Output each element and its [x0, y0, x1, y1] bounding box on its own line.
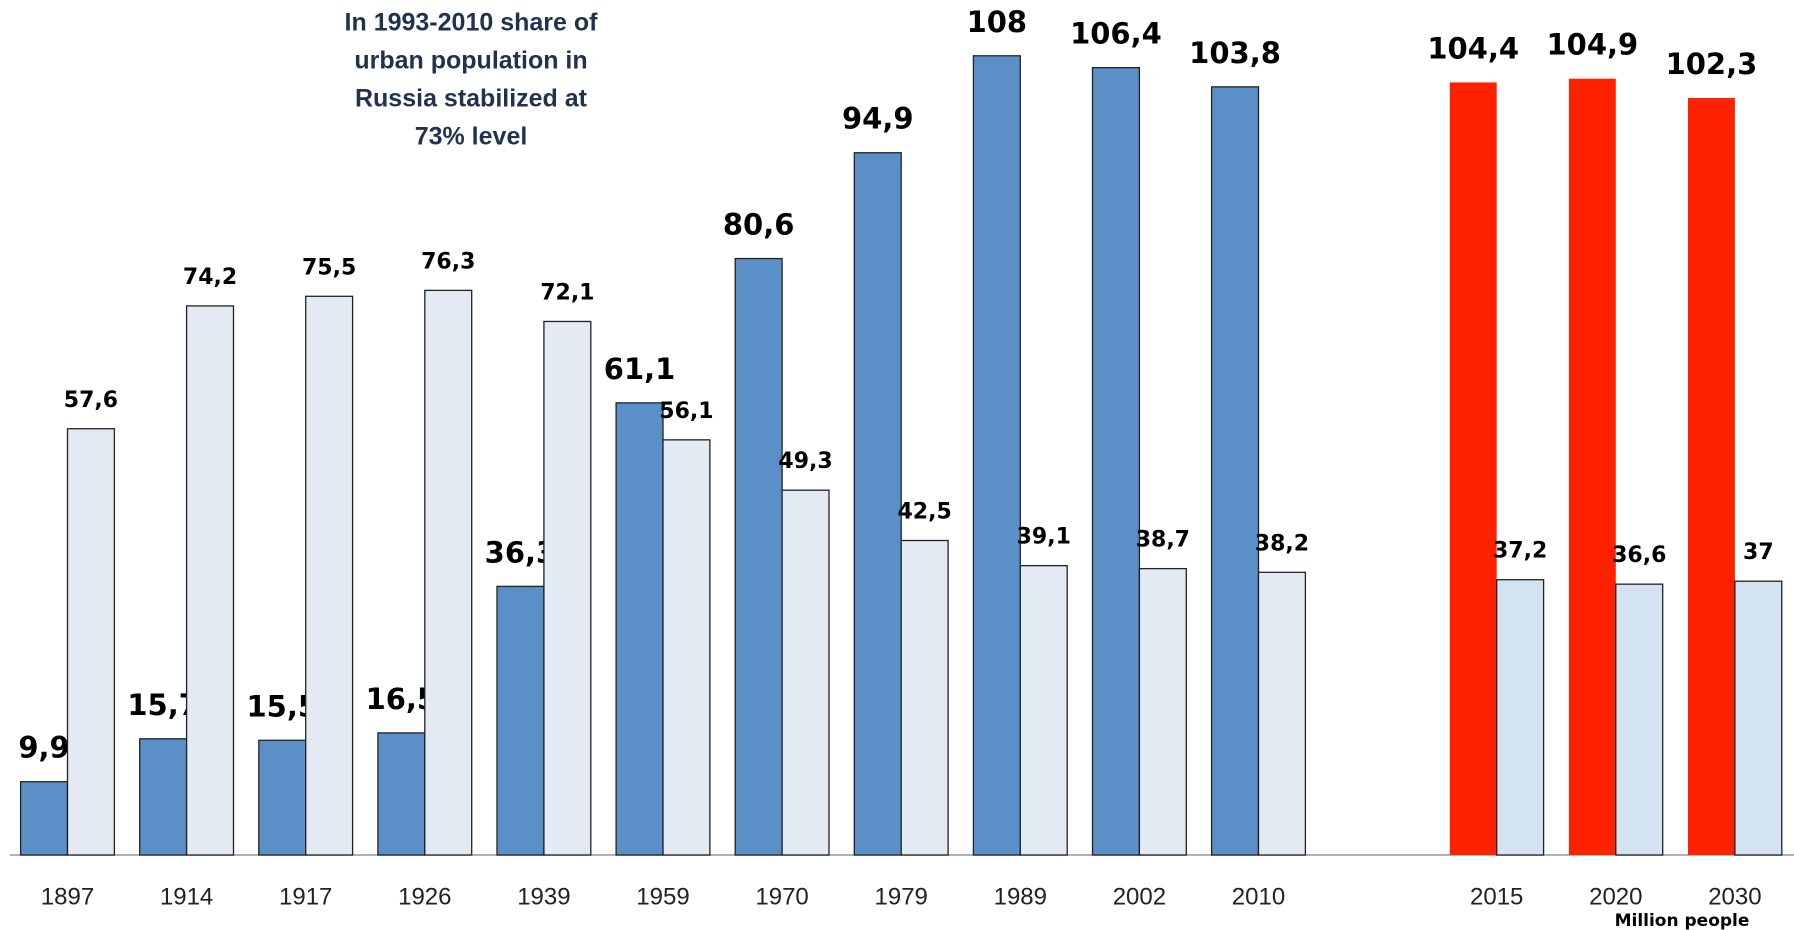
annotation: 73% level: [415, 123, 528, 151]
bar: [853, 152, 902, 856]
value-label: 56,1: [659, 399, 713, 424]
annotation: Russia stabilized at: [355, 85, 588, 113]
value-label: 38,2: [1255, 531, 1309, 556]
bar: [1257, 571, 1307, 856]
bar: [1019, 565, 1068, 856]
value-label: 104,9: [1546, 28, 1638, 62]
bar: [1210, 86, 1260, 856]
bar: [972, 55, 1021, 856]
x-tick-label: 1939: [517, 883, 570, 910]
value-label: 76,3: [421, 249, 475, 274]
bar: [139, 738, 188, 856]
value-label: 37,2: [1493, 539, 1547, 564]
bar: [900, 539, 949, 856]
value-label: 108: [967, 5, 1028, 39]
bar: [424, 289, 473, 856]
value-label: 102,3: [1666, 47, 1758, 81]
bar: [781, 489, 830, 856]
bar: [543, 320, 592, 856]
bar: [1091, 66, 1141, 856]
bar: [19, 781, 69, 856]
x-tick-label: 1970: [755, 883, 808, 910]
annotation: urban population in: [354, 47, 587, 75]
value-label: 94,9: [842, 102, 914, 136]
value-label: 39,1: [1017, 525, 1071, 550]
value-label: 72,1: [540, 280, 594, 305]
value-label: 103,8: [1189, 36, 1281, 70]
bar: [1734, 580, 1783, 856]
value-label: 106,4: [1070, 17, 1162, 51]
bar: [662, 439, 711, 856]
bar: [1568, 78, 1616, 856]
value-label: 37: [1743, 540, 1774, 565]
value-label: 57,6: [64, 388, 118, 413]
value-label: 75,5: [302, 255, 356, 280]
bar: [1138, 567, 1187, 856]
unit-label: Million people: [1615, 911, 1750, 930]
bar: [1496, 579, 1545, 856]
value-label: 74,2: [183, 265, 237, 290]
bar: [66, 428, 116, 856]
value-label: 61,1: [604, 352, 676, 386]
value-label: 49,3: [778, 449, 832, 474]
x-tick-label: 1979: [875, 883, 928, 910]
x-tick-label: 2015: [1470, 883, 1523, 910]
bar: [615, 402, 664, 856]
x-tick-label: 2030: [1708, 883, 1761, 910]
x-tick-label: 2010: [1232, 883, 1285, 910]
value-label: 36,6: [1612, 543, 1666, 568]
x-tick-label: 1959: [636, 883, 689, 910]
bar: [1688, 97, 1735, 856]
bar: [305, 295, 354, 856]
x-tick-label: 1914: [160, 883, 213, 910]
bar: [377, 732, 426, 856]
x-tick-label: 1897: [41, 883, 94, 910]
value-label: 80,6: [723, 208, 795, 242]
bar: [496, 585, 545, 856]
x-tick-label: 1926: [398, 883, 451, 910]
value-label: 38,7: [1136, 528, 1190, 553]
x-tick-label: 1917: [279, 883, 332, 910]
bar: [258, 739, 307, 856]
value-label: 104,4: [1427, 31, 1519, 65]
value-label: 42,5: [898, 500, 952, 525]
value-label: 9,9: [18, 731, 69, 765]
annotation: In 1993-2010 share of: [345, 9, 599, 37]
bar: [1449, 82, 1497, 855]
x-tick-label: 2002: [1113, 883, 1166, 910]
bar: [734, 257, 783, 856]
x-tick-label: 1989: [994, 883, 1047, 910]
x-tick-label: 2020: [1589, 883, 1642, 910]
bar: [1615, 583, 1664, 856]
bar: [185, 305, 235, 856]
